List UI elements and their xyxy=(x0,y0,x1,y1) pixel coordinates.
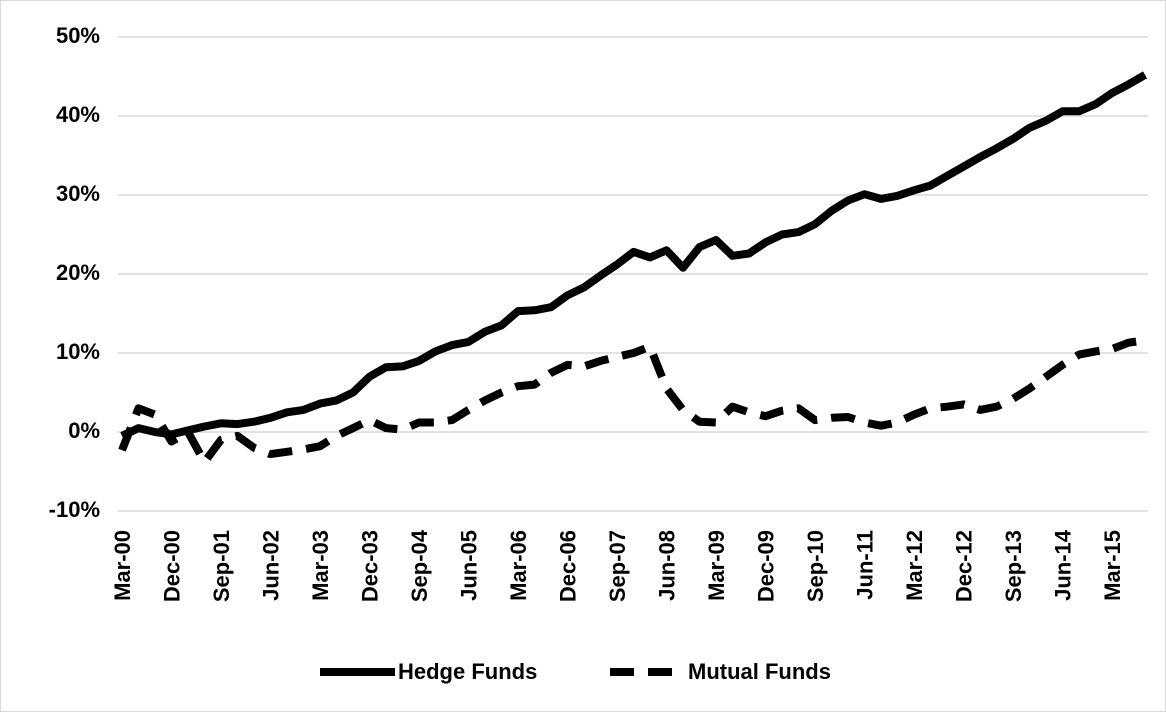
x-tick-label: Sep-13 xyxy=(1001,530,1026,602)
legend-label: Mutual Funds xyxy=(688,659,831,684)
y-tick-label: 10% xyxy=(56,339,100,364)
y-tick-label: 20% xyxy=(56,260,100,285)
legend-label: Hedge Funds xyxy=(398,659,537,684)
x-tick-label: Jun-02 xyxy=(258,530,283,601)
x-tick-label: Sep-10 xyxy=(803,530,828,602)
x-tick-label: Mar-09 xyxy=(704,530,729,601)
x-tick-label: Mar-12 xyxy=(902,530,927,601)
y-tick-label: -10% xyxy=(49,497,100,522)
series-line xyxy=(120,71,1147,440)
x-tick-label: Dec-06 xyxy=(555,530,580,602)
x-tick-label: Jun-11 xyxy=(852,530,877,600)
series-line xyxy=(118,336,1146,466)
x-tick-label: Dec-12 xyxy=(951,530,976,602)
y-tick-label: 0% xyxy=(68,418,100,443)
x-tick-label: Dec-03 xyxy=(357,530,382,602)
x-tick-label: Jun-05 xyxy=(456,530,481,601)
x-tick-label: Jun-08 xyxy=(654,530,679,601)
x-tick-label: Mar-03 xyxy=(308,530,333,601)
x-tick-label: Mar-15 xyxy=(1100,530,1125,601)
x-tick-label: Dec-09 xyxy=(753,530,778,602)
x-tick-label: Mar-00 xyxy=(110,530,135,601)
y-tick-label: 30% xyxy=(56,181,100,206)
x-tick-label: Sep-04 xyxy=(407,529,432,602)
x-tick-label: Jun-14 xyxy=(1050,529,1075,601)
x-tick-label: Dec-00 xyxy=(159,530,184,602)
x-tick-label: Mar-06 xyxy=(506,530,531,601)
y-tick-label: 50% xyxy=(56,23,100,48)
x-tick-label: Sep-01 xyxy=(209,530,234,602)
x-tick-label: Sep-07 xyxy=(605,530,630,602)
y-tick-label: 40% xyxy=(56,102,100,127)
